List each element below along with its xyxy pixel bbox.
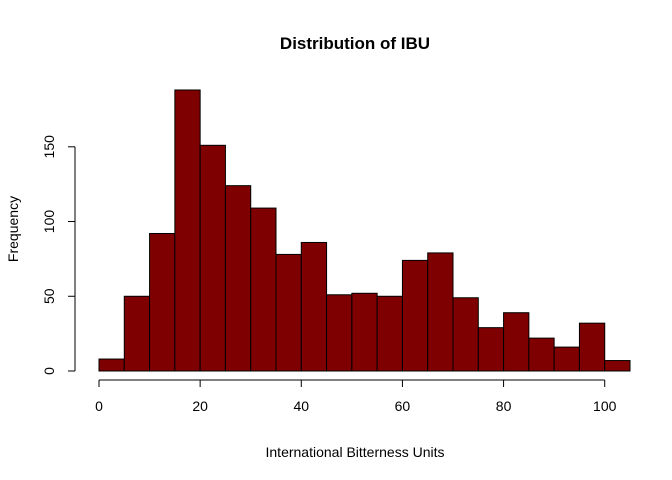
y-axis-label: Frequency [5, 196, 21, 262]
histogram-bar-8 [300, 241, 328, 372]
bars-group [98, 89, 631, 372]
histogram-bar-1 [123, 295, 151, 372]
x-tick-label: 100 [593, 398, 617, 414]
y-axis: 0 50 100 150 [41, 135, 76, 375]
histogram-bar-15 [477, 327, 505, 372]
y-tick-label: 100 [41, 210, 57, 234]
histogram-bar-16 [503, 312, 530, 372]
histogram-bar-14 [452, 297, 479, 372]
x-tick-label: 60 [395, 398, 411, 414]
histogram-bar-11 [376, 295, 403, 372]
histogram-bar-19 [578, 322, 606, 372]
y-tick-label: 50 [41, 288, 57, 304]
histogram-bar-18 [553, 346, 580, 372]
y-tick-label: 150 [41, 135, 57, 159]
x-tick-label: 20 [192, 398, 208, 414]
histogram-bar-6 [250, 207, 277, 372]
x-tick-label: 0 [95, 398, 103, 414]
histogram-bar-20 [604, 360, 631, 372]
histogram-bar-3 [174, 89, 201, 372]
x-tick-label: 40 [293, 398, 309, 414]
y-tick-label: 0 [41, 367, 57, 375]
histogram-bar-0 [98, 358, 125, 372]
x-axis-label: International Bitterness Units [266, 444, 445, 460]
x-tick-label: 80 [496, 398, 512, 414]
histogram-bar-5 [224, 185, 252, 372]
x-axis: 0 20 40 60 80 100 [95, 379, 617, 414]
histogram-bar-2 [149, 232, 176, 372]
histogram-bar-9 [326, 294, 353, 372]
histogram-bar-13 [427, 252, 454, 372]
histogram-bar-7 [275, 253, 302, 372]
histogram-bar-4 [199, 144, 226, 372]
histogram-bar-12 [401, 259, 429, 372]
histogram-bar-17 [528, 337, 555, 372]
histogram-bar-10 [351, 292, 378, 372]
chart-title: Distribution of IBU [280, 34, 430, 53]
